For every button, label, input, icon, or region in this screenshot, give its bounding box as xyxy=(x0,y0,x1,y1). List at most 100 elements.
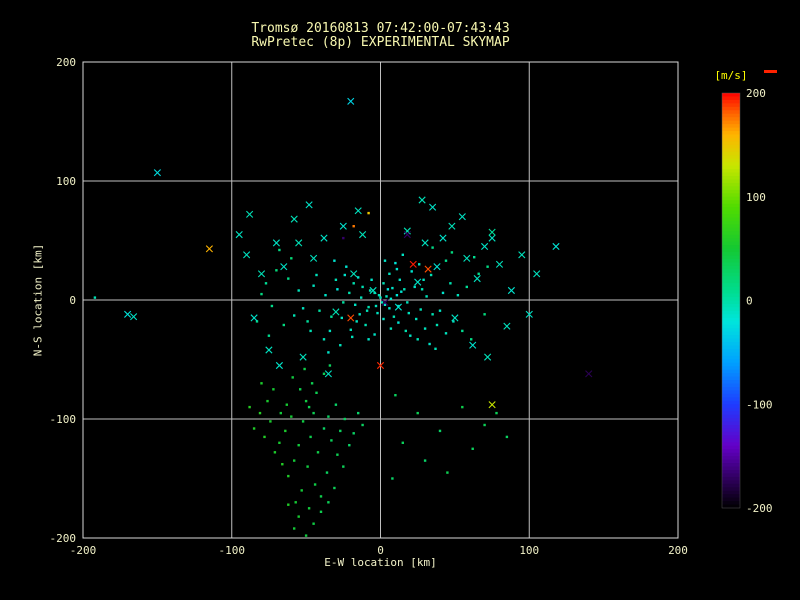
x-tick-label: 100 xyxy=(519,544,539,557)
scatter-point-dot xyxy=(373,291,376,295)
colorbar-segment xyxy=(722,310,740,315)
scatter-point-dot xyxy=(269,420,272,423)
scatter-point-dot xyxy=(416,411,419,415)
colorbar-segment xyxy=(722,214,740,219)
scatter-point-dot xyxy=(367,211,370,215)
scatter-point-dot xyxy=(415,317,418,321)
scatter-point-dot xyxy=(444,259,448,262)
scatter-point-cross xyxy=(295,239,303,247)
scatter-point-dot xyxy=(327,415,330,418)
scatter-point-dot xyxy=(319,495,323,498)
scatter-point-dot xyxy=(354,303,357,306)
scatter-point-dot xyxy=(333,259,336,262)
colorbar-segment xyxy=(722,435,740,440)
scatter-point-cross xyxy=(488,228,496,236)
y-tick-label: -100 xyxy=(50,413,77,426)
scatter-point-dot xyxy=(287,503,290,506)
colorbar-segment xyxy=(722,179,740,184)
chart-subtitle: RwPretec (8p) EXPERIMENTAL SKYMAP xyxy=(251,35,510,50)
colorbar-segment xyxy=(722,110,740,115)
colorbar-segment xyxy=(722,252,740,257)
scatter-point-dot xyxy=(264,282,268,285)
scatter-point-dot xyxy=(389,327,393,330)
colorbar-segment xyxy=(722,265,740,270)
scatter-point-dot xyxy=(477,272,480,275)
colorbar-segment xyxy=(722,269,740,274)
colorbar-tick-label: -200 xyxy=(746,502,773,515)
scatter-point-cross xyxy=(250,314,258,322)
scatter-point-dot xyxy=(343,273,346,277)
scatter-point-dot xyxy=(382,317,385,321)
colorbar-segment xyxy=(722,404,740,409)
scatter-point-cross xyxy=(381,298,389,306)
scatter-point-cross xyxy=(552,242,560,250)
scatter-point-cross xyxy=(257,270,266,278)
scatter-point-dot xyxy=(312,284,315,287)
scatter-point-dot xyxy=(425,295,428,298)
colorbar-segment xyxy=(722,272,740,277)
scatter-point-dot xyxy=(495,411,498,415)
scatter-point-cross xyxy=(243,251,251,259)
scatter-point-dot xyxy=(315,273,318,277)
scatter-point-dot xyxy=(248,405,251,409)
scatter-point-dot xyxy=(328,364,332,367)
scatter-point-dot xyxy=(461,405,464,409)
scatter-point-dot xyxy=(423,459,427,462)
scatter-point-cross xyxy=(394,303,402,311)
scatter-point-cross xyxy=(488,401,496,409)
colorbar-segment xyxy=(722,117,740,122)
colorbar-segment xyxy=(722,359,740,364)
scatter-point-dot xyxy=(407,311,410,315)
scatter-point-dot xyxy=(297,515,300,518)
scatter-point-dot xyxy=(391,477,394,480)
scatter-point-dot xyxy=(400,290,403,293)
scatter-point-cross xyxy=(503,322,511,330)
colorbar-segment xyxy=(722,93,740,98)
scatter-point-dot xyxy=(410,270,413,273)
scatter-point-cross xyxy=(473,275,481,283)
scatter-point-dot xyxy=(306,320,309,323)
colorbar-segment xyxy=(722,328,740,333)
scatter-point-dot xyxy=(336,288,339,291)
scatter-point-dot xyxy=(397,304,400,308)
scatter-point-dot xyxy=(285,403,288,406)
colorbar-segment xyxy=(722,155,740,160)
scatter-point-dot xyxy=(431,246,434,249)
scatter-point-dot xyxy=(418,263,421,266)
scatter-point-dot xyxy=(93,296,97,299)
colorbar-segment xyxy=(722,373,740,378)
scatter-point-cross xyxy=(320,234,328,242)
scatter-point-dot xyxy=(422,278,425,281)
colorbar-segment xyxy=(722,321,740,326)
scatter-point-dot xyxy=(367,305,370,309)
scatter-point-dot xyxy=(349,328,352,331)
colorbar-segment xyxy=(722,449,740,454)
scatter-point-dot xyxy=(307,405,311,409)
colorbar-segment xyxy=(722,186,740,191)
colorbar-segment xyxy=(722,276,740,281)
scatter-point-dot xyxy=(429,273,433,277)
scatter-point-dot xyxy=(342,465,345,468)
colorbar-segment xyxy=(722,473,740,478)
colorbar-segment xyxy=(722,376,740,381)
colorbar-segment xyxy=(722,438,740,443)
scatter-point-cross xyxy=(369,286,377,295)
scatter-point-dot xyxy=(450,251,454,254)
scatter-point-dot xyxy=(441,291,445,295)
scatter-point-dot xyxy=(404,329,407,333)
colorbar-segment xyxy=(722,241,740,246)
scatter-point-cross xyxy=(429,203,437,211)
scatter-point-dot xyxy=(388,272,391,275)
scatter-point-cross xyxy=(246,210,254,218)
scatter-point-cross xyxy=(153,169,161,177)
colorbar-segment xyxy=(722,290,740,295)
x-tick-label: 0 xyxy=(377,544,384,557)
colorbar-segment xyxy=(722,314,740,319)
y-tick-label: 0 xyxy=(69,294,76,307)
y-axis-label: N-S location [km] xyxy=(31,243,45,357)
colorbar-segment xyxy=(722,501,740,506)
chart-title: Tromsø 20160813 07:42:00-07:43:43 xyxy=(251,21,510,36)
scatter-point-dot xyxy=(357,411,360,415)
scatter-point-dot xyxy=(394,261,397,265)
